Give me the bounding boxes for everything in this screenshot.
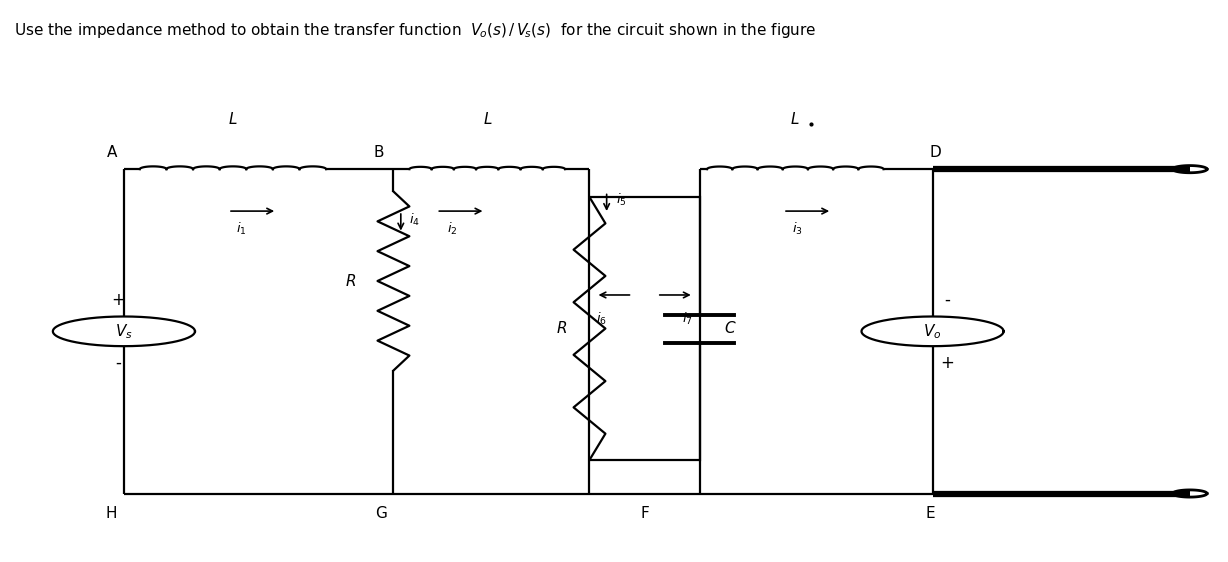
Text: Use the impedance method to obtain the transfer function  $V_{\!o}(s)\,/\,V_{\!s: Use the impedance method to obtain the t… [14,21,817,40]
Text: R: R [346,274,356,288]
Text: $V_o$: $V_o$ [923,322,942,341]
Text: +: + [111,291,125,309]
Text: H: H [106,506,118,520]
Text: +: + [941,354,954,372]
Text: $i_6$: $i_6$ [597,311,607,327]
Text: $i_4$: $i_4$ [409,212,420,228]
Text: A: A [107,145,117,160]
Text: -: - [115,354,120,372]
Text: G: G [376,506,387,520]
Text: $i_5$: $i_5$ [616,192,628,207]
Text: F: F [640,506,650,520]
Text: $i_1$: $i_1$ [236,221,247,237]
Text: E: E [925,506,935,520]
Text: L: L [228,112,237,127]
Text: $V_s$: $V_s$ [115,322,133,341]
Text: R: R [556,321,567,336]
Polygon shape [1173,490,1207,497]
Text: C: C [725,321,734,336]
Text: $i_3$: $i_3$ [792,221,803,237]
Text: L: L [791,112,799,127]
Text: B: B [373,145,384,160]
Text: L: L [484,112,492,127]
Polygon shape [1173,166,1207,173]
Text: -: - [944,291,950,309]
Text: $i_2$: $i_2$ [447,221,458,237]
Text: $i_7$: $i_7$ [682,311,693,327]
Text: D: D [930,145,941,160]
